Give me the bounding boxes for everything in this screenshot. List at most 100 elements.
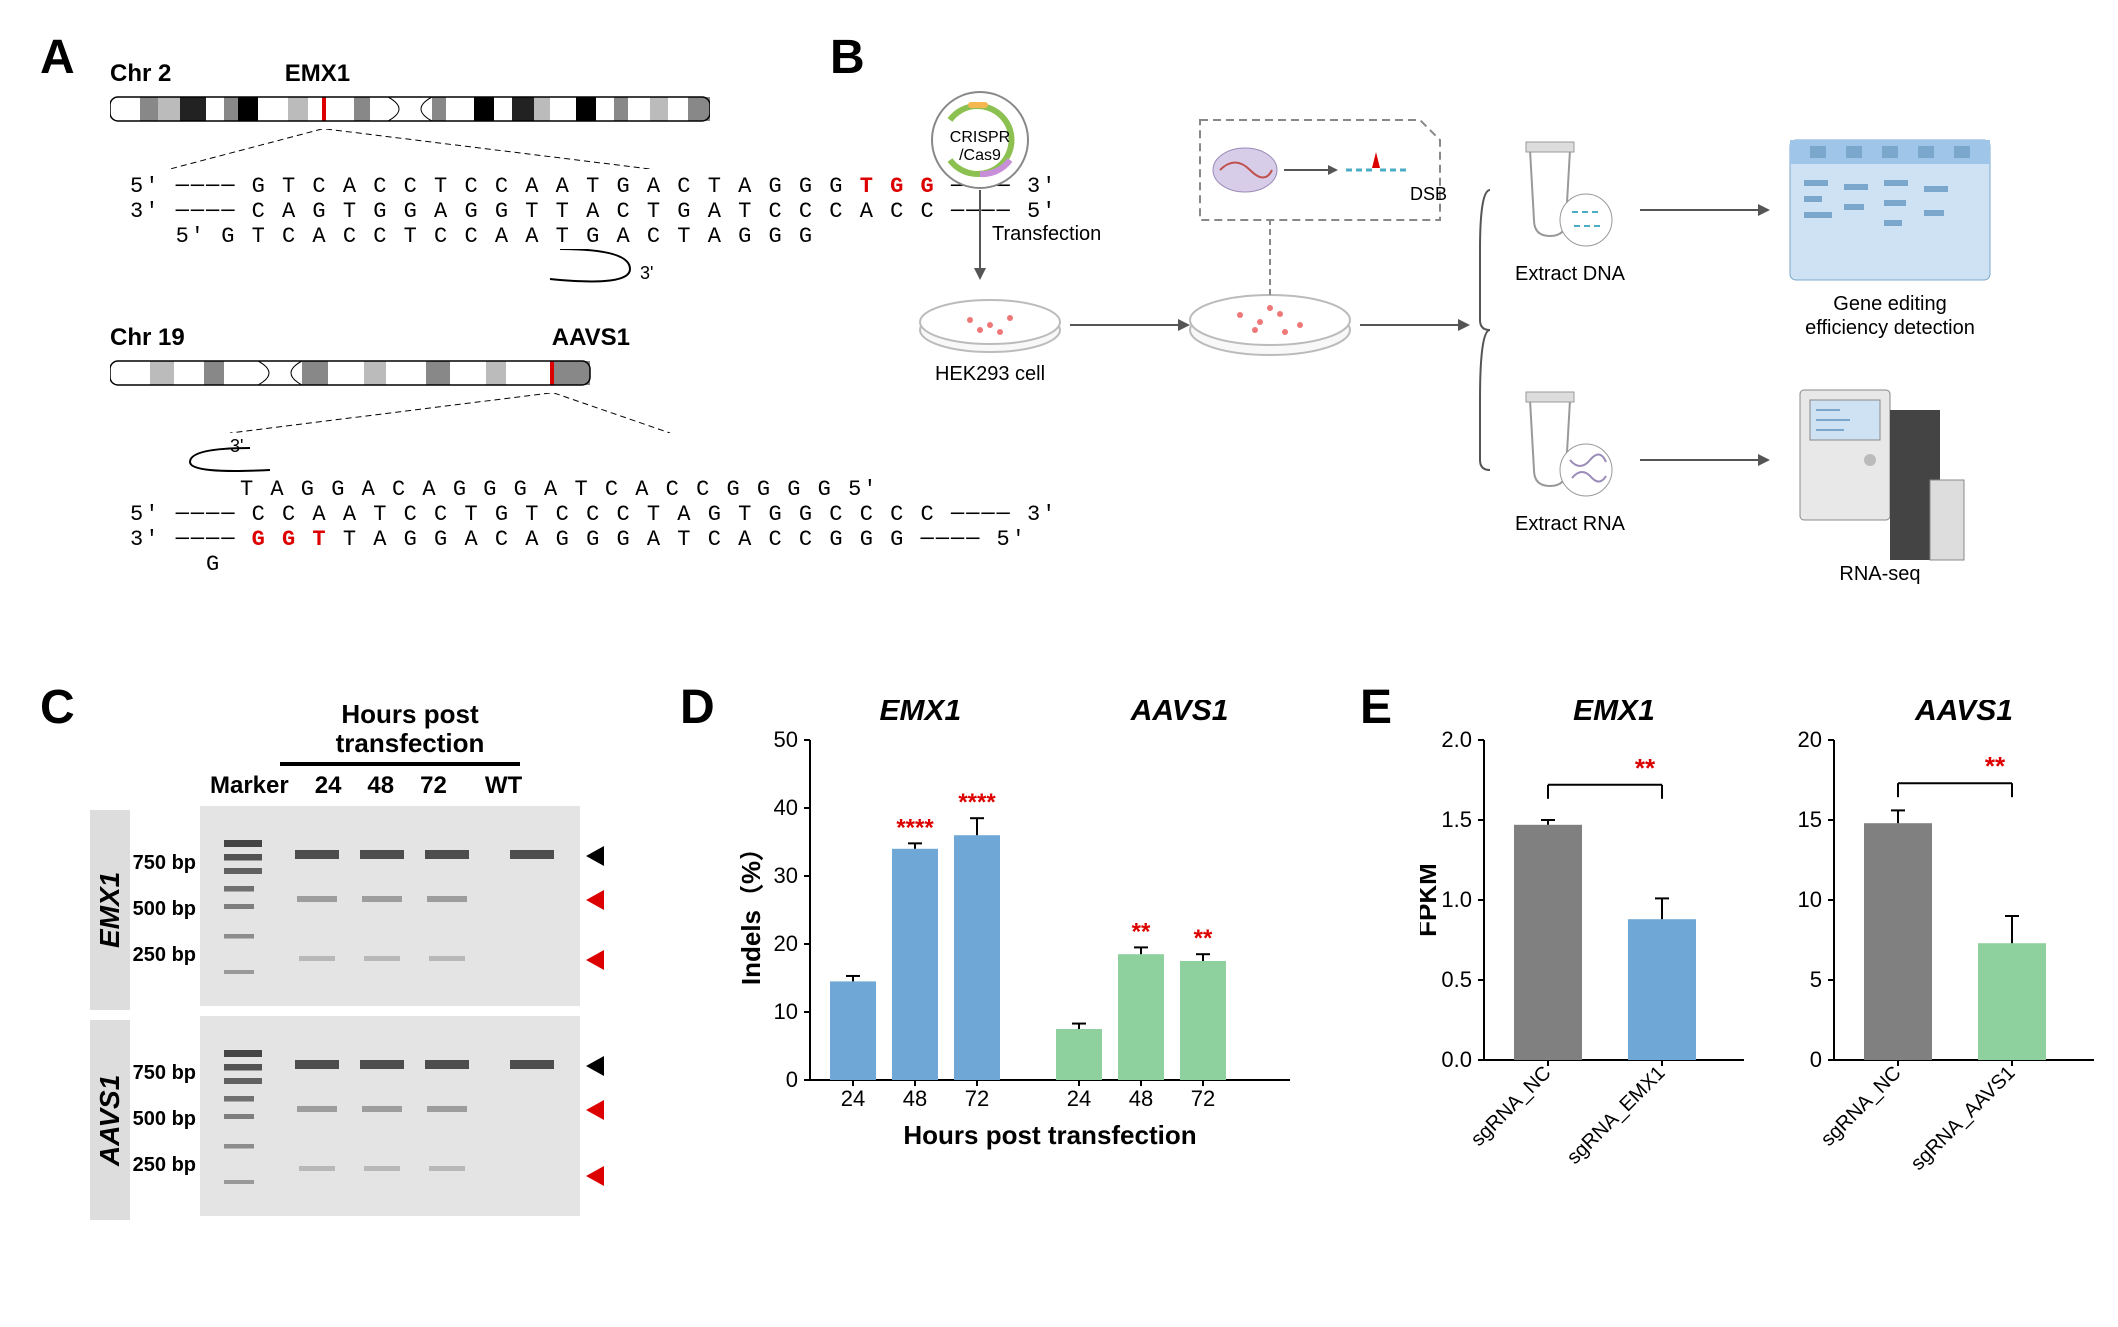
seq-end-5: 5'	[130, 502, 160, 527]
panel-label-a: A	[40, 30, 75, 85]
seq-line: G T C A C C T C C A A T G A C T A G G G	[252, 174, 845, 199]
panel-e: EMX10.00.51.01.52.0FPKMsgRNA_NCsgRNA_EMX…	[1420, 700, 1760, 1235]
svg-text:Indels（%）: Indels（%）	[740, 835, 766, 985]
marker-label: 250 bp	[130, 1142, 196, 1188]
svg-text:20: 20	[1798, 727, 1822, 752]
chr2-seq: 5' ──── G T C A C C T C C A A T G A C T …	[130, 174, 750, 294]
svg-text:72: 72	[965, 1086, 989, 1111]
svg-text:/Cas9: /Cas9	[959, 147, 1001, 164]
seq-end-5b: 5'	[176, 224, 206, 249]
seq-end-3: 3'	[130, 199, 160, 224]
svg-text:10: 10	[1798, 887, 1822, 912]
seq-line: T A G G A C A G G G A T C A C C G G G G	[240, 477, 833, 502]
arrow-cut-icon	[586, 1166, 604, 1186]
svg-text:**: **	[1635, 753, 1656, 783]
svg-text:3': 3'	[230, 438, 243, 456]
svg-text:Extract RNA: Extract RNA	[1515, 513, 1626, 535]
panel-a: Chr 2 EMX1 5' ──── G T C A C C T C C A A…	[110, 60, 750, 577]
marker-label: 500 bp	[130, 886, 196, 932]
chr19-seq: 3' T A G G A C A G G G A T C A C C G G G…	[130, 438, 750, 577]
svg-text:RNA-seq: RNA-seq	[1839, 563, 1920, 585]
chr2-ideogram	[110, 94, 710, 124]
workflow-diagram: CRISPR /Cas9 Transfection HEK293 cell DS…	[900, 70, 2080, 600]
chr2-label: Chr 2	[110, 60, 171, 87]
svg-text:**: **	[1194, 925, 1213, 952]
svg-text:Hours post transfection: Hours post transfection	[903, 1120, 1196, 1150]
seq-end-3: 3'	[130, 527, 160, 552]
arrow-cut-icon	[586, 890, 604, 910]
gel-emx1	[200, 806, 580, 1006]
svg-text:efficiency detection: efficiency detection	[1805, 317, 1975, 339]
chr2-zoom-lines	[110, 129, 710, 169]
svg-text:Gene editing: Gene editing	[1833, 293, 1946, 315]
gel-label-emx1: EMX1	[90, 810, 130, 1010]
svg-text:sgRNA_NC: sgRNA_NC	[1817, 1062, 1906, 1151]
svg-text:**: **	[1132, 918, 1151, 945]
chr2-gene: EMX1	[285, 60, 350, 87]
seq-line: G T C A C C T C C A A T G A C T A G G G	[221, 224, 814, 249]
marker-label: 750 bp	[130, 1050, 196, 1096]
guide-hook: 3'	[130, 249, 690, 289]
hours-header: Hours posttransfection	[310, 700, 510, 757]
svg-text:0.5: 0.5	[1441, 967, 1472, 992]
lane-label: 24	[315, 772, 342, 800]
arrow-uncut-icon	[586, 846, 604, 866]
svg-text:sgRNA_AAVS1: sgRNA_AAVS1	[1907, 1062, 2020, 1175]
chr19-gene: AAVS1	[552, 324, 630, 352]
seq-line: T A G G A C A G G G A T C A C C G G G	[343, 527, 905, 552]
svg-text:CRISPR: CRISPR	[950, 129, 1010, 146]
svg-text:EMX1: EMX1	[1573, 700, 1655, 727]
marker-label: 750 bp	[130, 840, 196, 886]
fpkm-emx1-chart: EMX10.00.51.01.52.0FPKMsgRNA_NCsgRNA_EMX…	[1420, 700, 1760, 1230]
seq-end-5: 5'	[848, 477, 878, 502]
marker-label: 500 bp	[130, 1096, 196, 1142]
panel-label-c: C	[40, 680, 75, 735]
svg-text:AAVS1: AAVS1	[1914, 700, 2013, 727]
svg-text:30: 30	[774, 863, 798, 888]
svg-text:****: ****	[896, 814, 934, 841]
svg-text:EMX1: EMX1	[880, 700, 962, 727]
arrow-cut-icon	[586, 1100, 604, 1120]
svg-text:sgRNA_NC: sgRNA_NC	[1467, 1062, 1556, 1151]
gel-aavs1	[200, 1016, 580, 1216]
svg-text:72: 72	[1191, 1086, 1215, 1111]
arrow-uncut-icon	[586, 1056, 604, 1076]
panel-e2: AAVS1 0 5 10 15 20 sgRNA_NCsgRNA_AAVS1 **	[1770, 700, 2110, 1235]
svg-text:24: 24	[841, 1086, 865, 1111]
panel-d: EMX1AAVS101020304050Indels（%）24****48***…	[740, 700, 1330, 1235]
chr19-label: Chr 19	[110, 324, 185, 351]
svg-text:15: 15	[1798, 807, 1822, 832]
lane-label: Marker	[210, 772, 289, 800]
svg-text:3': 3'	[640, 263, 653, 283]
svg-text:FPKM: FPKM	[1420, 863, 1442, 937]
seq-end-5: 5'	[130, 174, 160, 199]
svg-text:0.0: 0.0	[1441, 1047, 1472, 1072]
svg-text:0: 0	[786, 1067, 798, 1092]
svg-text:**: **	[1985, 751, 2006, 781]
svg-text:AAVS1: AAVS1	[1130, 700, 1229, 727]
svg-text:Transfection: Transfection	[992, 223, 1101, 245]
panel-label-d: D	[680, 680, 715, 735]
svg-text:DSB: DSB	[1410, 184, 1447, 204]
seq-line: C A G T G G A G G T T A C T G A T C C C …	[252, 199, 936, 224]
svg-text:48: 48	[903, 1086, 927, 1111]
seq-extra: G	[206, 552, 221, 577]
seq-line: C C A A T C C T G T C C C T A G T G G C …	[252, 502, 936, 527]
svg-text:48: 48	[1129, 1086, 1153, 1111]
svg-text:****: ****	[958, 789, 996, 816]
lane-label: WT	[485, 772, 522, 800]
svg-text:50: 50	[774, 727, 798, 752]
lane-label: 72	[420, 772, 447, 800]
chr19-ideogram	[110, 358, 610, 388]
panel-label-b: B	[830, 30, 865, 85]
indels-chart: EMX1AAVS101020304050Indels（%）24****48***…	[740, 700, 1330, 1230]
fpkm-aavs1-chart: AAVS1 0 5 10 15 20 sgRNA_NCsgRNA_AAVS1 **	[1770, 700, 2110, 1230]
svg-text:0: 0	[1810, 1047, 1822, 1072]
svg-text:5: 5	[1810, 967, 1822, 992]
svg-text:1.0: 1.0	[1441, 887, 1472, 912]
svg-text:24: 24	[1067, 1086, 1091, 1111]
svg-text:1.5: 1.5	[1441, 807, 1472, 832]
svg-text:Extract DNA: Extract DNA	[1515, 263, 1626, 285]
svg-text:2.0: 2.0	[1441, 727, 1472, 752]
marker-label: 250 bp	[130, 932, 196, 978]
